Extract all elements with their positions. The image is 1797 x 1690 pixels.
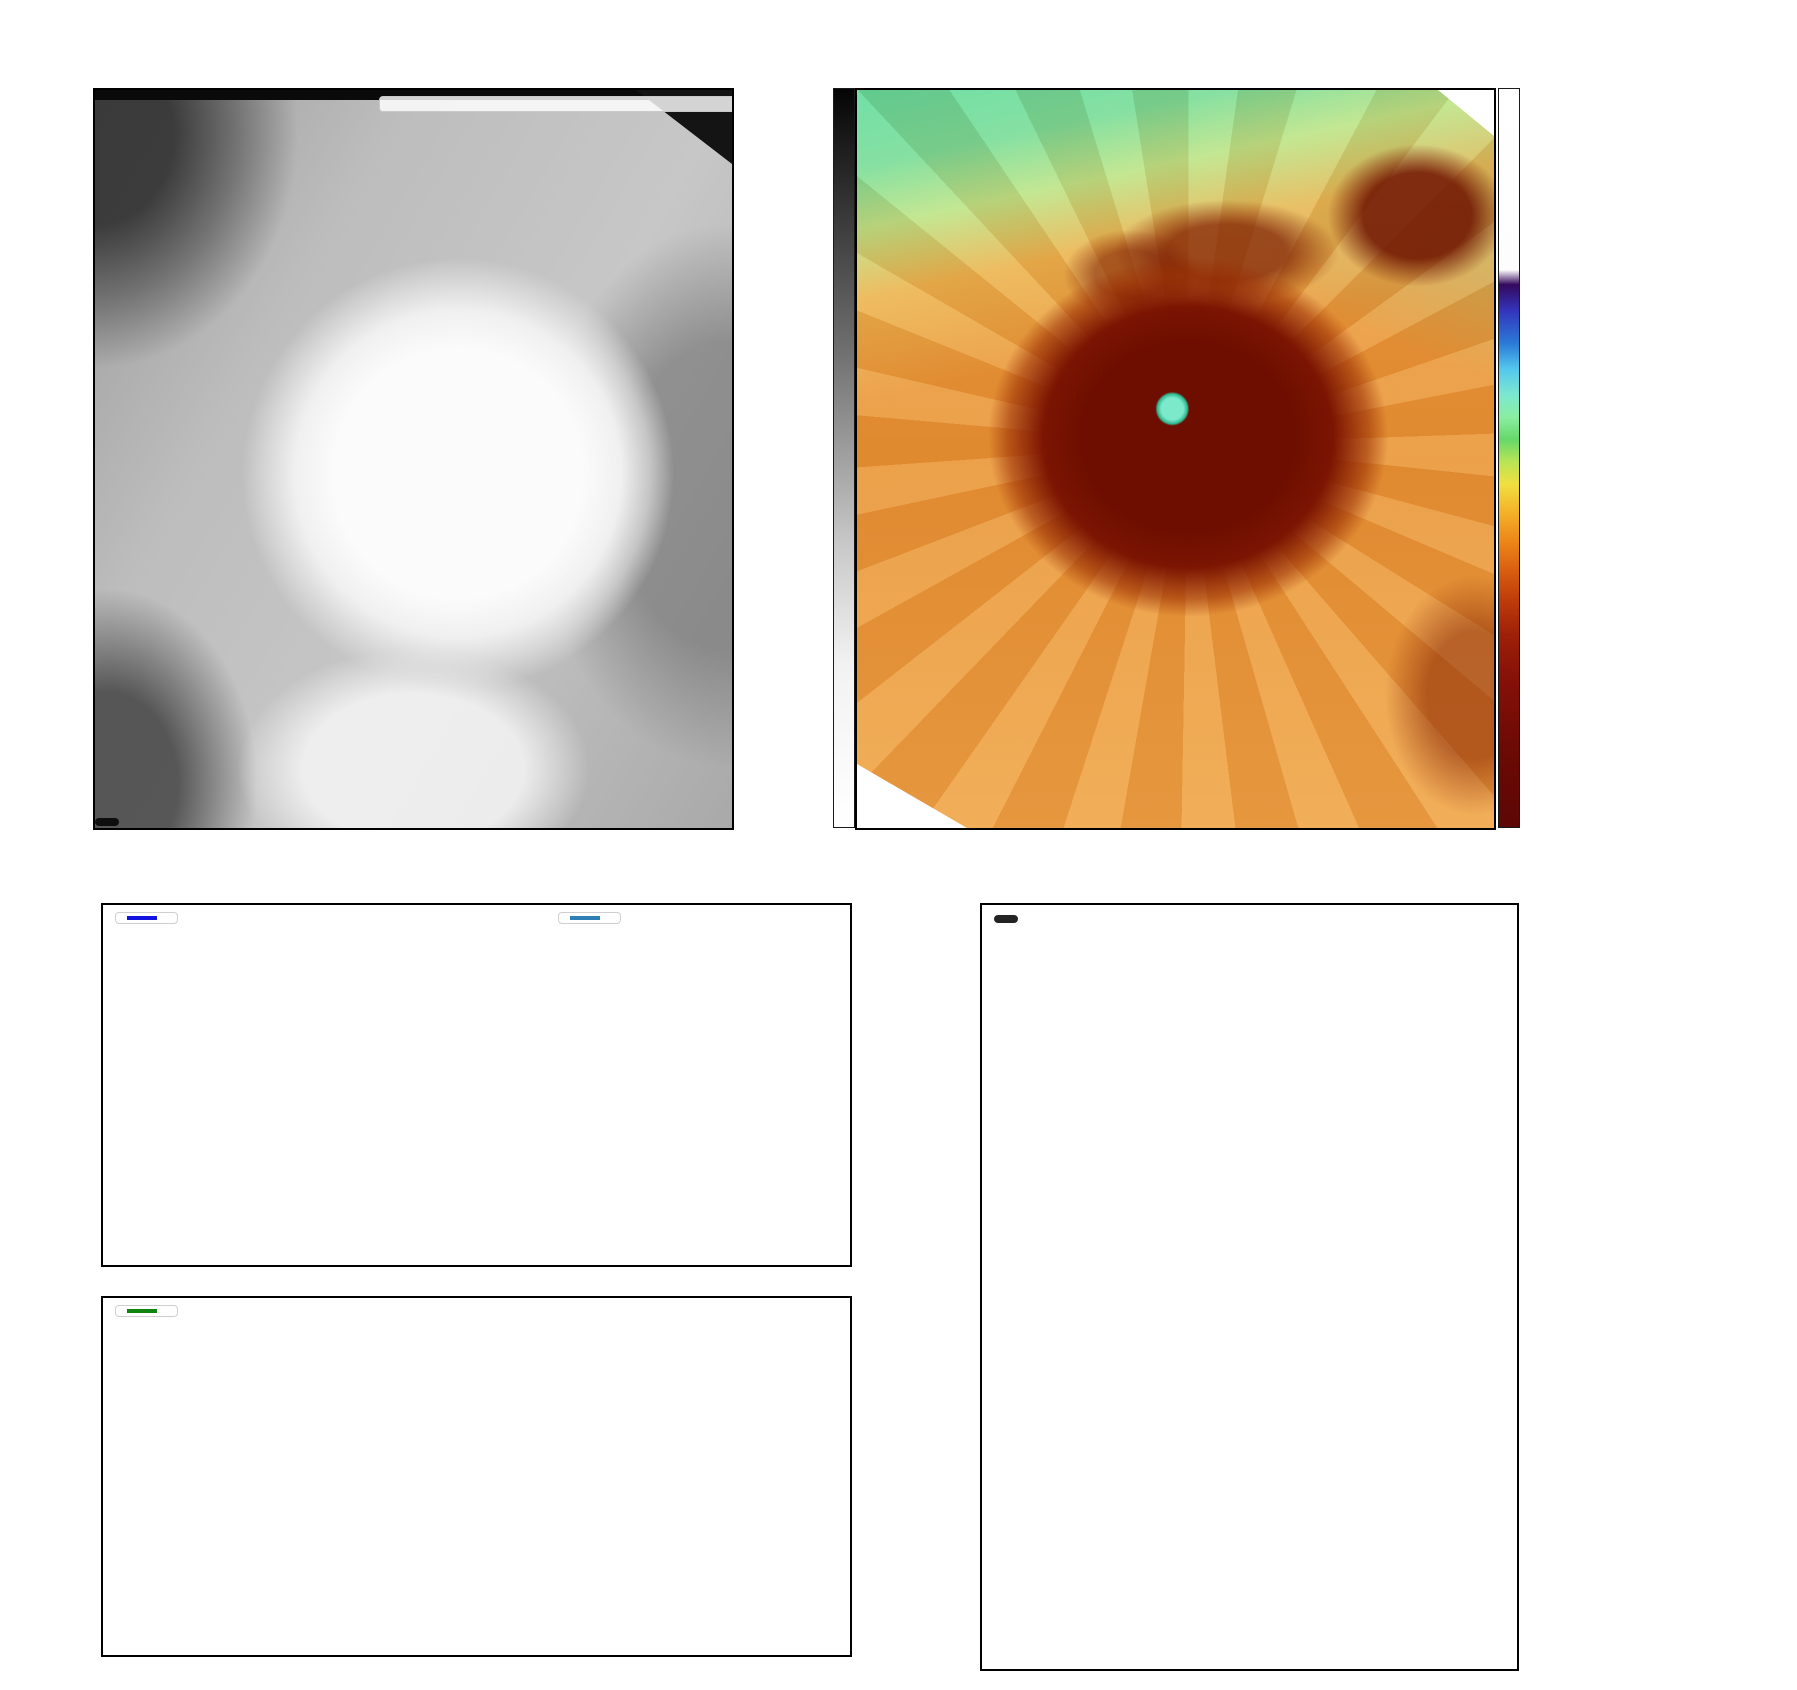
band14-colorbar bbox=[833, 88, 855, 828]
ace-chart bbox=[101, 1296, 852, 1657]
ace-legend-chip bbox=[115, 1305, 178, 1317]
pressure-legend-chip bbox=[558, 912, 621, 924]
band14-scan-edge-top bbox=[95, 90, 732, 100]
band14-legend bbox=[379, 96, 732, 112]
wind-legend-chip bbox=[115, 912, 178, 924]
band14-imagery bbox=[95, 90, 732, 828]
awv-colorbar bbox=[1498, 88, 1520, 828]
copyright-badge bbox=[95, 818, 119, 826]
wind-pressure-chart bbox=[101, 903, 852, 1267]
wmg-count-badge bbox=[994, 915, 1018, 923]
wind-line-swatch bbox=[127, 916, 157, 920]
awv-map bbox=[855, 88, 1496, 830]
pressure-line-swatch bbox=[570, 916, 600, 920]
band14-contour-labels bbox=[95, 90, 732, 828]
awv-gridlines bbox=[857, 90, 1494, 828]
awv-imagery bbox=[857, 90, 1494, 828]
wmg-pixel-image bbox=[982, 905, 1517, 1669]
ace-line-swatch bbox=[127, 1309, 157, 1313]
band14-map bbox=[93, 88, 734, 830]
wmg-panel bbox=[980, 903, 1519, 1671]
